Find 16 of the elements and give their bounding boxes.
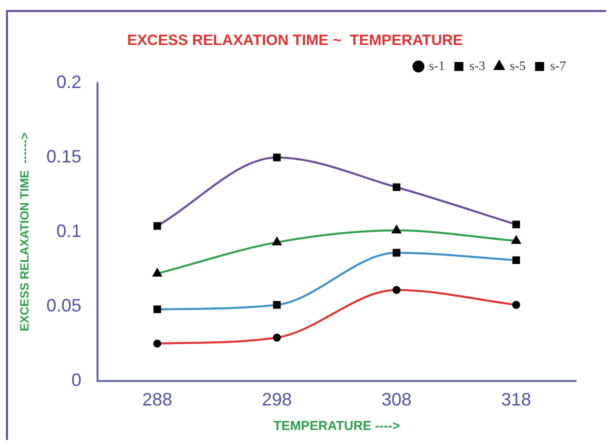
y-tick-label: 0.05 [46,295,82,316]
legend-label: s-7 [550,58,566,73]
legend-label: s-5 [510,58,526,73]
y-tick-label: 0.15 [46,146,82,166]
chart-title: EXCESS RELAXATION TIME ~ TEMPERATURE [127,32,463,50]
x-tick-label: 288 [142,390,172,410]
y-tick-label: 0.2 [56,72,82,92]
y-axis-title: EXCESS RELAXATION TIME ------> [18,132,32,332]
x-tick-label: 298 [262,390,292,410]
x-tick-label: 318 [501,390,532,410]
x-axis-title: TEMPERATURE ----> [273,418,400,433]
x-tick-label: 308 [382,390,412,410]
y-tick-label: 0.1 [56,220,82,241]
legend-label: s-3 [469,58,486,73]
legend-label: s-1 [428,58,445,73]
y-tick-label: 0 [71,370,82,390]
